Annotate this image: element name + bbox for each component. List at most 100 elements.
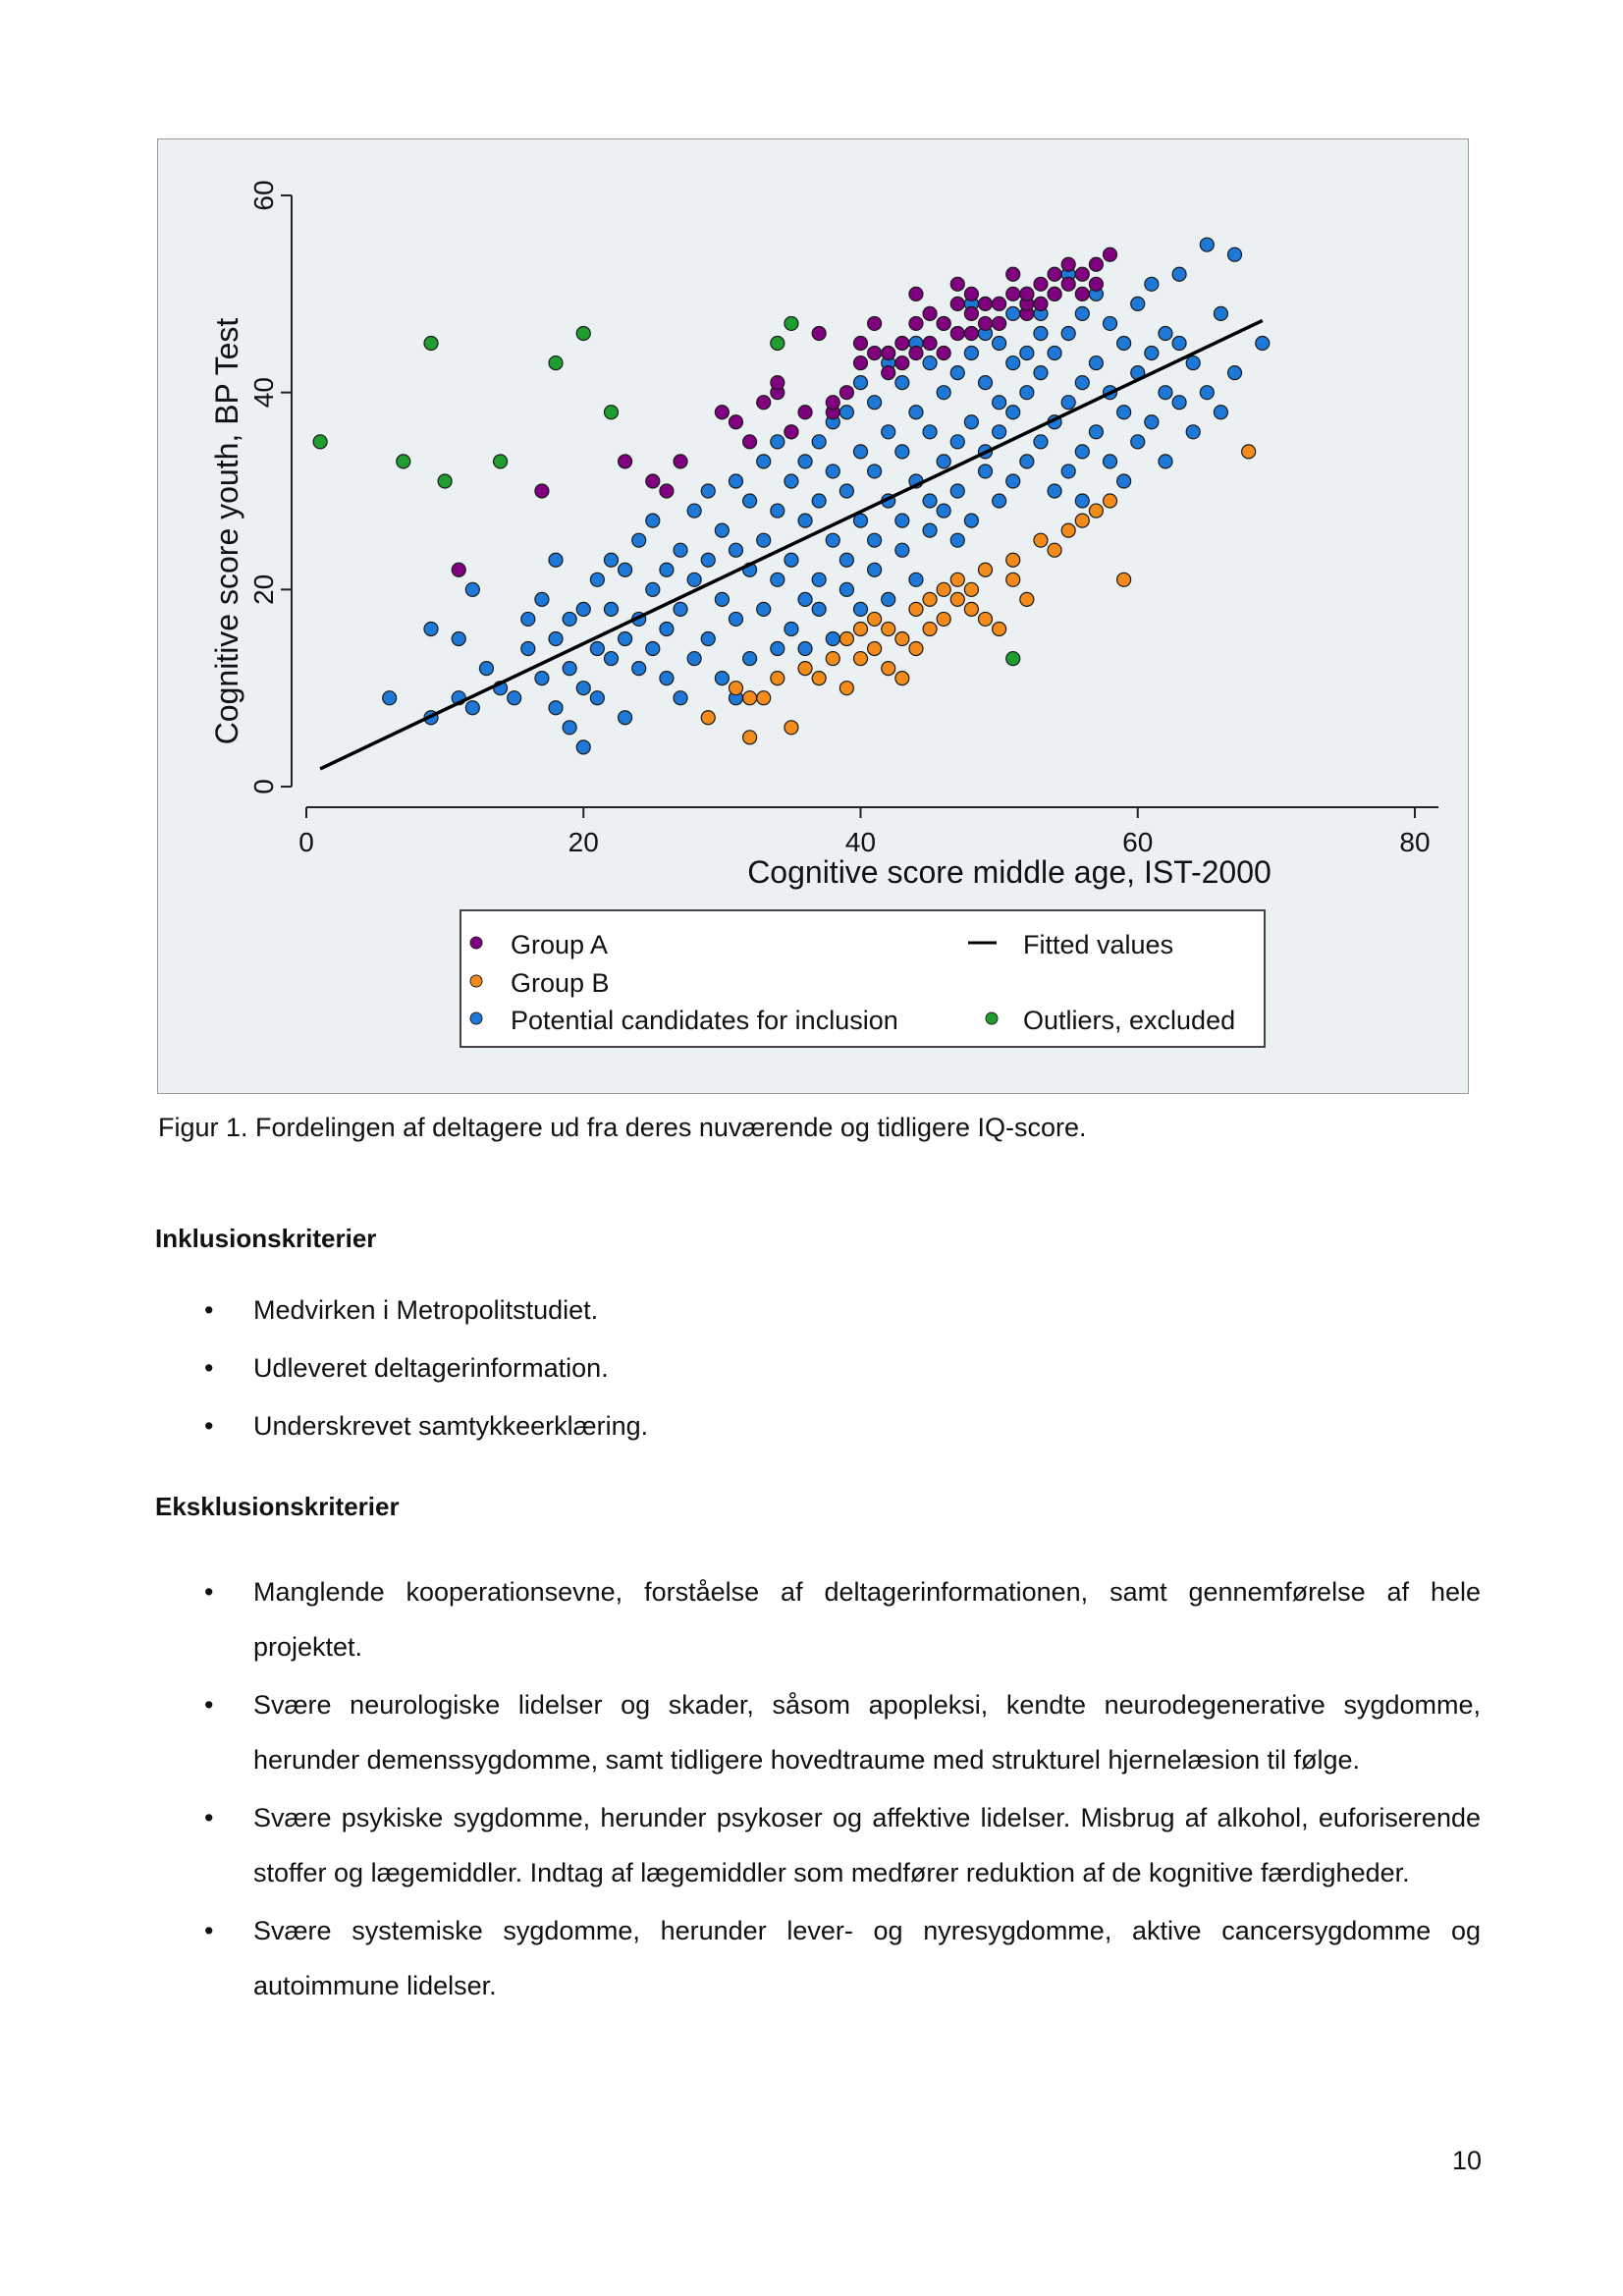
candidate-point [1226,246,1243,262]
candidate-point [589,690,605,706]
list-item-text: Manglende kooperationsevne, forståelse a… [253,1577,1481,1662]
group-a-point [1060,256,1076,272]
outlier-point [784,315,799,332]
candidate-point [1074,493,1090,509]
candidate-point [784,552,799,568]
group-b-point [977,562,994,577]
group-a-point [949,276,965,292]
group-a-point [673,454,688,469]
candidate-point [686,650,702,667]
group-a-point [949,325,965,342]
candidate-point [1019,454,1035,469]
candidate-point [1102,454,1118,469]
candidate-point [659,562,675,577]
candidate-point [575,601,591,617]
candidate-point [1213,305,1229,321]
candidate-point [728,542,744,558]
group-a-point [1102,246,1118,262]
group-a-point [908,315,924,332]
fitted-values-line [319,318,1264,771]
group-b-point [770,671,785,686]
candidate-point [1171,335,1187,352]
group-a-point [922,305,938,321]
group-b-point [894,671,910,686]
list-item: • Manglende kooperationsevne, forståelse … [204,1564,1481,1674]
list-item: • Medvirken i Metropolitstudiet. [204,1283,1481,1338]
candidate-point [700,552,716,568]
candidate-point [464,700,480,716]
candidate-point [1060,464,1076,479]
candidate-point [1019,345,1035,361]
candidate-point [1033,325,1049,342]
candidate-point [992,493,1007,509]
candidate-point [631,532,647,548]
group-b-point [741,730,758,745]
group-a-point [977,315,994,332]
candidate-point [1171,395,1187,410]
x-tick-label: 80 [1399,827,1430,857]
candidate-point [534,591,550,607]
candidate-point [922,522,938,538]
group-b-point [756,690,772,706]
group-a-point [1088,276,1105,292]
bullet-icon: • [204,1577,214,1607]
candidate-point [1130,434,1146,450]
bullet-icon: • [204,1295,214,1325]
candidate-point [673,690,688,706]
group-a-point [949,296,965,311]
candidate-point [1033,434,1049,450]
candidate-point [617,710,633,726]
figure-chart: 0 20 40 60 0 20 40 60 80 Cognitive score middle … [157,138,1469,1094]
candidate-point [894,444,910,460]
candidate-point [949,434,965,450]
candidate-point [1074,375,1090,391]
candidate-point [714,591,730,607]
outlier-point [575,325,591,342]
candidate-point [839,483,854,499]
candidate-point [1226,365,1243,381]
candidate-point [1102,315,1118,332]
candidate-point [1199,237,1215,252]
inclusion-list: • Medvirken i Metropolitstudiet. • Udlever… [204,1283,1481,1453]
candidate-point [936,385,951,401]
candidate-point [963,414,980,430]
group-a-point [867,315,883,332]
group-a-point [894,355,910,371]
outlier-point [603,405,620,420]
candidate-point [714,671,730,686]
candidate-point [894,375,910,391]
x-tick-label: 20 [568,827,599,857]
candidate-point [811,493,827,509]
candidate-point [575,739,591,755]
candidate-point [797,454,813,469]
y-tick-label: 60 [248,180,279,210]
group-a-point [1005,286,1021,301]
candidate-point [603,650,620,667]
group-b-point [700,710,716,726]
candidate-point [728,611,744,628]
candidate-point [700,630,716,647]
group-b-point [894,630,910,647]
candidate-point [949,532,965,548]
outlier-point [437,473,453,489]
group-b-point [867,640,883,657]
legend-marker-outliers [985,1011,999,1025]
group-a-point [1033,296,1049,311]
candidate-point [645,513,661,528]
list-item-text: Underskrevet samtykkeerklæring. [253,1411,649,1441]
candidate-point [645,581,661,597]
candidate-point [603,552,620,568]
group-a-point [908,345,924,361]
list-item-text: Svære neurologiske lidelser og skader, s… [253,1690,1481,1775]
candidate-point [852,444,869,460]
outlier-point [1005,650,1021,667]
candidate-point [1116,405,1132,420]
inclusion-heading: Inklusionskriterier [155,1224,377,1253]
scatter-plot-svg: 0 20 40 60 0 20 40 60 80 Cognitive score middle … [157,138,1469,1094]
candidate-point [548,552,564,568]
candidate-point [1005,473,1021,489]
candidate-point [867,395,883,410]
group-a-point [714,405,730,420]
group-b-point [867,611,883,628]
group-a-point [1088,256,1105,272]
